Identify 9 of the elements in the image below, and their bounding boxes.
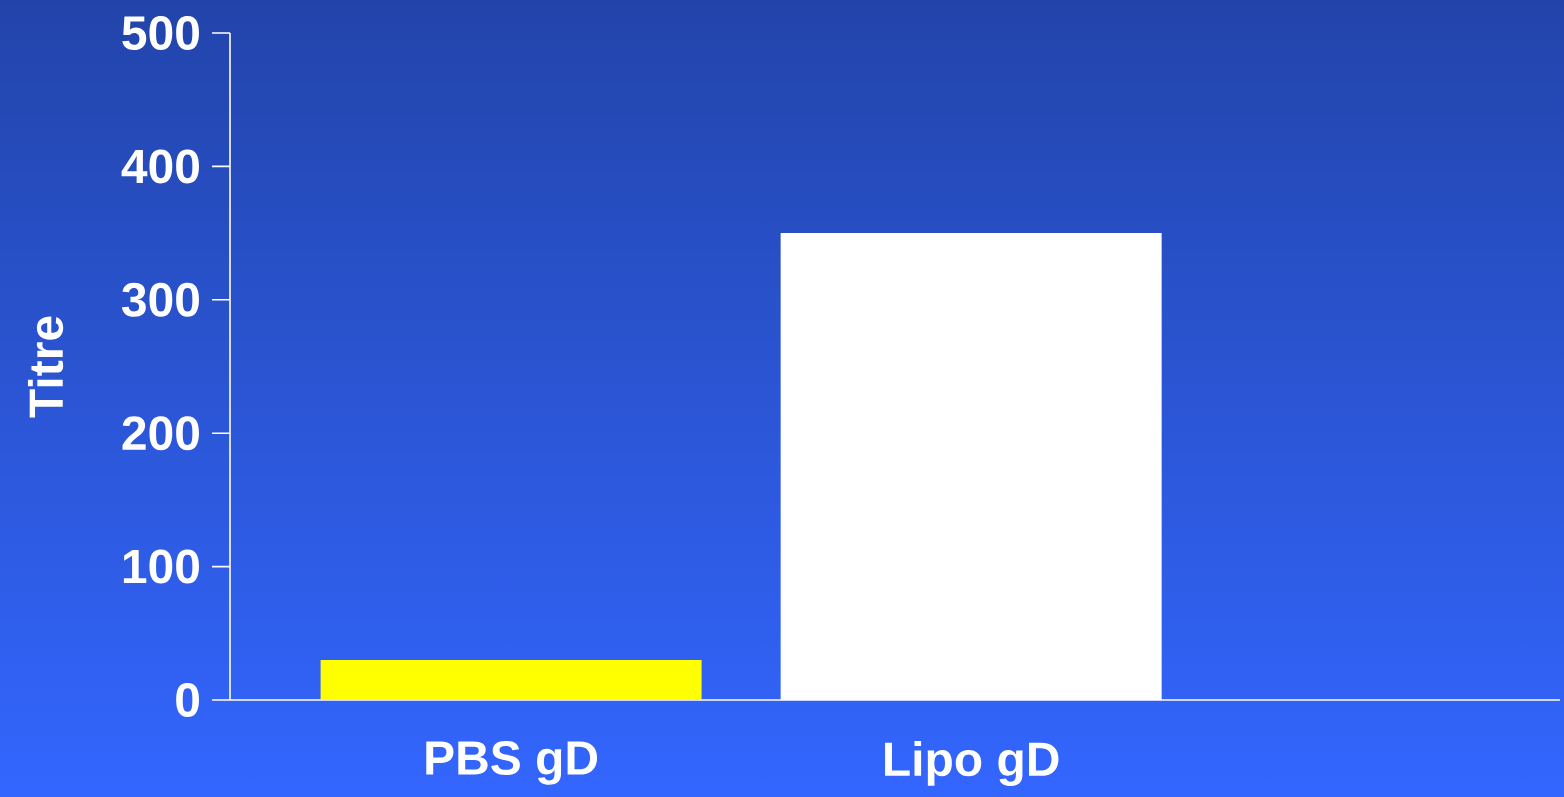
x-tick-label: Lipo gD: [885, 741, 1059, 787]
y-axis-title: Titre: [27, 316, 64, 418]
y-tick-label: 300: [121, 282, 199, 317]
y-tick-label: 500: [122, 15, 199, 50]
y-tick-label: 200: [122, 416, 199, 451]
x-tick-label: PBS gD: [426, 741, 598, 785]
y-tick-label: 400: [121, 149, 199, 184]
y-tick-label: 100: [123, 549, 199, 584]
y-tick-label: 0: [176, 682, 199, 717]
